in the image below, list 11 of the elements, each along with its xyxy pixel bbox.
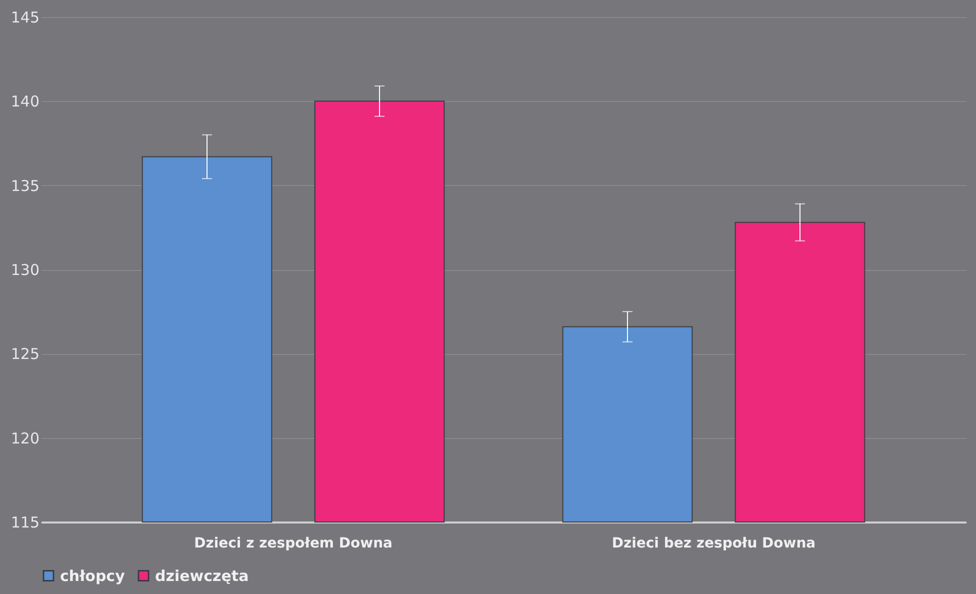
y-tick-label: 145 — [10, 8, 40, 26]
x-tick-label: Dzieci z zespołem Downa — [194, 536, 392, 552]
y-tick-label: 130 — [10, 261, 40, 279]
y-tick-label: 115 — [10, 514, 40, 532]
legend-label: dziewczęta — [155, 566, 249, 585]
y-tick-label: 125 — [10, 345, 40, 364]
y-tick-label: 135 — [10, 176, 40, 195]
legend-label: chłopcy — [60, 566, 126, 585]
y-tick-label: 140 — [10, 92, 40, 111]
x-tick-label: Dzieci bez zespołu Downa — [612, 536, 816, 552]
y-tick-label: 120 — [10, 429, 40, 448]
